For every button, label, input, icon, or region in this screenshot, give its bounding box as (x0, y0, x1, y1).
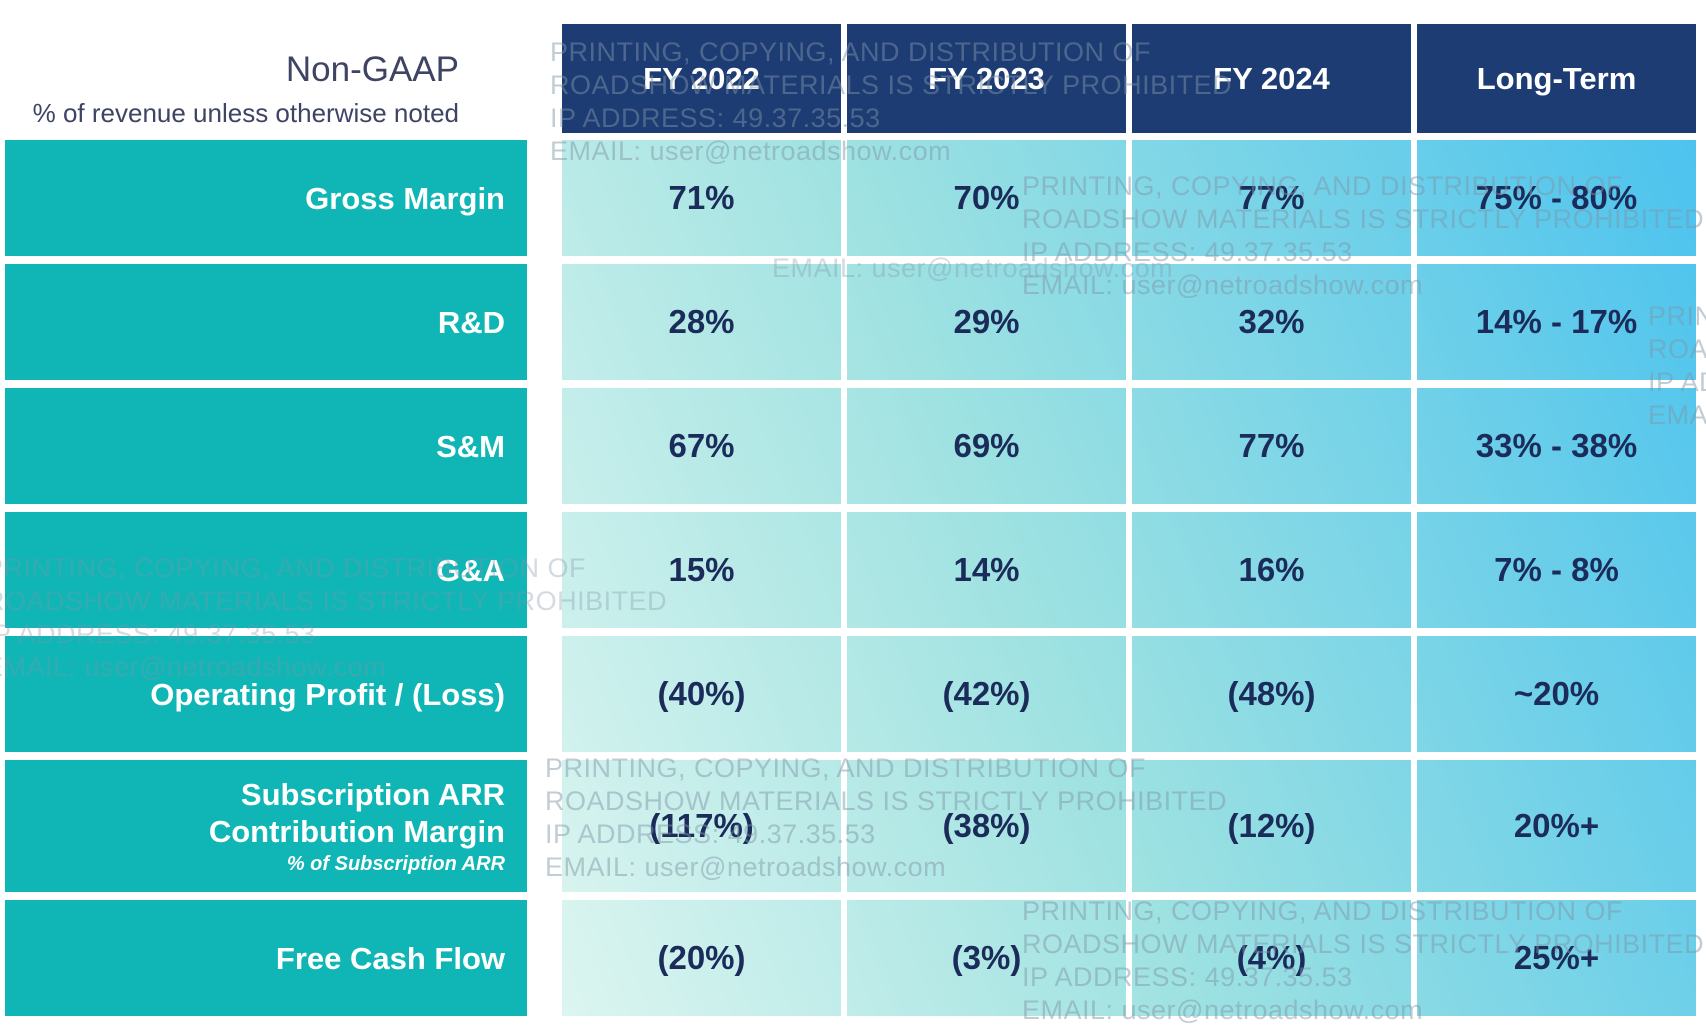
column-header-fy2023: FY 2023 (847, 24, 1126, 133)
cell-subscription-arr-contribution-margin-fy2022: (117%) (562, 760, 841, 892)
row-label-subscription-arr-contribution-margin: Subscription ARR Contribution Margin % o… (5, 760, 527, 892)
cell-rd-fy2023: 29% (847, 264, 1126, 380)
row-label-sm: S&M (5, 388, 527, 504)
cell-free-cash-flow-fy2024: (4%) (1132, 900, 1411, 1016)
cell-operating-profit-loss-fy2023: (42%) (847, 636, 1126, 752)
cell-gross-margin-long-term: 75% - 80% (1417, 140, 1696, 256)
cell-operating-profit-loss-fy2024: (48%) (1132, 636, 1411, 752)
column-header-fy2022: FY 2022 (562, 24, 841, 133)
cell-ga-fy2024: 16% (1132, 512, 1411, 628)
row-label-rd: R&D (5, 264, 527, 380)
column-header-long-term: Long-Term (1417, 24, 1696, 133)
cell-sm-fy2023: 69% (847, 388, 1126, 504)
cell-ga-fy2022: 15% (562, 512, 841, 628)
cell-free-cash-flow-fy2023: (3%) (847, 900, 1126, 1016)
row-labels: Gross Margin R&D S&M G&A Operating Profi… (5, 140, 527, 1016)
row-sublabel: % of Subscription ARR (286, 852, 505, 875)
row-label-line: Contribution Margin (208, 813, 505, 849)
row-label-line: Subscription ARR (240, 776, 505, 812)
cell-operating-profit-loss-fy2022: (40%) (562, 636, 841, 752)
cell-free-cash-flow-long-term: 25%+ (1417, 900, 1696, 1016)
column-header-fy2024: FY 2024 (1132, 24, 1411, 133)
cell-sm-fy2024: 77% (1132, 388, 1411, 504)
cell-ga-fy2023: 14% (847, 512, 1126, 628)
cell-ga-long-term: 7% - 8% (1417, 512, 1696, 628)
table-title: Non-GAAP % of revenue unless otherwise n… (0, 28, 527, 134)
cell-sm-fy2022: 67% (562, 388, 841, 504)
cell-gross-margin-fy2022: 71% (562, 140, 841, 256)
cell-subscription-arr-contribution-margin-fy2024: (12%) (1132, 760, 1411, 892)
row-label-gross-margin: Gross Margin (5, 140, 527, 256)
column-headers: FY 2022 FY 2023 FY 2024 Long-Term (562, 24, 1696, 133)
cell-operating-profit-loss-long-term: ~20% (1417, 636, 1696, 752)
title-subtitle: % of revenue unless otherwise noted (32, 98, 459, 128)
cell-subscription-arr-contribution-margin-long-term: 20%+ (1417, 760, 1696, 892)
cell-subscription-arr-contribution-margin-fy2023: (38%) (847, 760, 1126, 892)
row-label-ga: G&A (5, 512, 527, 628)
value-cells: 71% 70% 77% 75% - 80% 28% 29% 32% 14% - … (562, 140, 1696, 1016)
cell-free-cash-flow-fy2022: (20%) (562, 900, 841, 1016)
title-non-gaap: Non-GAAP (285, 50, 459, 89)
row-label-operating-profit-loss: Operating Profit / (Loss) (5, 636, 527, 752)
cell-gross-margin-fy2023: 70% (847, 140, 1126, 256)
cell-rd-fy2022: 28% (562, 264, 841, 380)
cell-sm-long-term: 33% - 38% (1417, 388, 1696, 504)
row-label-free-cash-flow: Free Cash Flow (5, 900, 527, 1016)
cell-rd-fy2024: 32% (1132, 264, 1411, 380)
cell-gross-margin-fy2024: 77% (1132, 140, 1411, 256)
cell-rd-long-term: 14% - 17% (1417, 264, 1696, 380)
